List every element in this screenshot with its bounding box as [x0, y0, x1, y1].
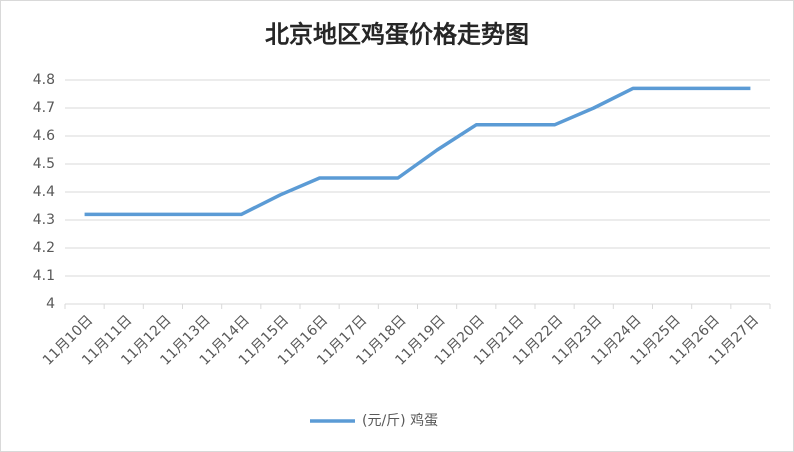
y-tick-label: 4.1	[33, 268, 55, 284]
chart-title: 北京地区鸡蛋价格走势图	[265, 20, 529, 49]
legend-label: (元/斤) 鸡蛋	[362, 412, 438, 429]
y-tick-label: 4.8	[33, 72, 55, 88]
y-tick-label: 4.5	[33, 156, 55, 172]
y-tick-label: 4	[46, 296, 55, 312]
y-tick-label: 4.3	[33, 212, 55, 228]
y-tick-label: 4.6	[33, 128, 55, 144]
series-line	[84, 86, 751, 217]
y-tick-label: 4.7	[33, 100, 55, 116]
y-tick-label: 4.2	[33, 240, 55, 256]
y-tick-label: 4.4	[33, 184, 55, 200]
